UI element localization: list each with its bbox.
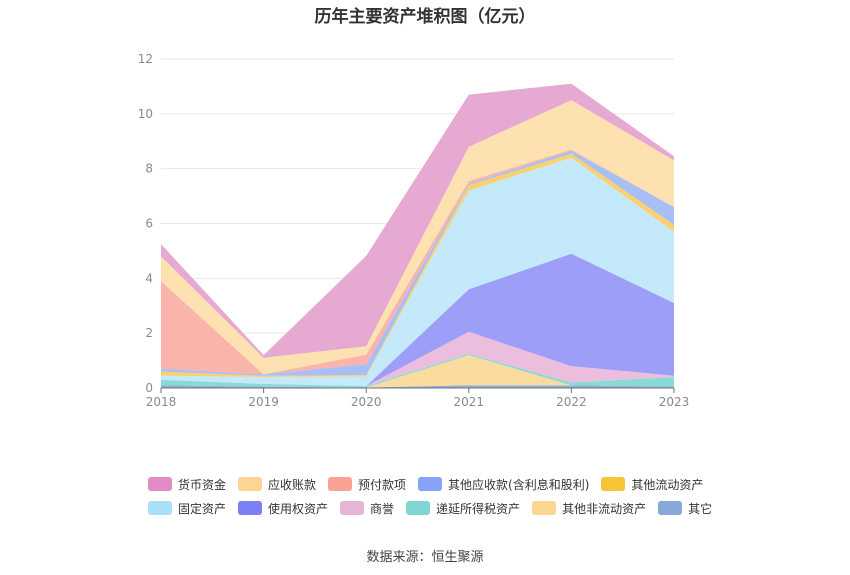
legend-item-other-receivables[interactable]: 其他应收款(含利息和股利) bbox=[418, 476, 589, 493]
legend-swatch bbox=[328, 477, 353, 491]
area-series[interactable] bbox=[161, 157, 674, 387]
legend-item-other-non-current-assets[interactable]: 其他非流动资产 bbox=[532, 500, 646, 517]
legend-label: 其它 bbox=[688, 501, 713, 516]
y-tick-label: 10 bbox=[138, 107, 153, 121]
legend-swatch bbox=[658, 501, 683, 515]
legend-item-others[interactable]: 其它 bbox=[658, 500, 712, 517]
area-series[interactable] bbox=[161, 149, 674, 375]
y-tick-label: 4 bbox=[145, 271, 153, 285]
y-tick-label: 0 bbox=[145, 381, 153, 395]
legend-label: 固定资产 bbox=[178, 501, 227, 516]
legend-item-monetary-funds[interactable]: 货币资金 bbox=[148, 476, 226, 493]
legend-label: 货币资金 bbox=[178, 477, 227, 492]
legend-swatch bbox=[238, 477, 263, 491]
legend-label: 使用权资产 bbox=[268, 501, 329, 516]
legend-label: 应收账款 bbox=[268, 477, 317, 492]
legend-swatch bbox=[406, 501, 431, 515]
plot-area: 0 2 4 6 8 10 12 2018 2019 2020 2021 2022 2023 bbox=[138, 52, 690, 409]
chart-title: 历年主要资产堆积图（亿元） bbox=[314, 7, 536, 27]
legend-item-right-of-use-assets[interactable]: 使用权资产 bbox=[238, 500, 328, 517]
y-tick-label: 12 bbox=[138, 52, 153, 66]
area-series[interactable] bbox=[161, 353, 674, 388]
x-tick-label: 2021 bbox=[454, 395, 485, 409]
legend-swatch bbox=[340, 501, 365, 515]
area-series[interactable] bbox=[161, 83, 674, 358]
legend-label: 商誉 bbox=[370, 501, 395, 516]
x-tick-label: 2023 bbox=[659, 395, 690, 409]
legend-row-2: 固定资产 使用权资产 商誉 递延所得税资产 其他非流动资产 其它 bbox=[148, 496, 748, 520]
area-series[interactable] bbox=[161, 385, 674, 388]
legend-label: 预付款项 bbox=[358, 477, 407, 492]
x-tick-label: 2018 bbox=[146, 395, 177, 409]
y-tick-label: 8 bbox=[145, 162, 153, 176]
legend-swatch bbox=[148, 501, 172, 515]
area-series[interactable] bbox=[161, 355, 674, 388]
legend-item-goodwill[interactable]: 商誉 bbox=[340, 500, 394, 517]
x-tick-label: 2022 bbox=[556, 395, 587, 409]
legend-item-prepayments[interactable]: 预付款项 bbox=[328, 476, 406, 493]
legend-label: 其他非流动资产 bbox=[562, 501, 647, 516]
legend-swatch bbox=[601, 477, 626, 491]
y-tick-label: 6 bbox=[145, 217, 153, 231]
area-series[interactable] bbox=[161, 253, 674, 387]
legend-swatch bbox=[532, 501, 557, 515]
legend-row-1: 货币资金 应收账款 预付款项 其他应收款(含利息和股利) 其他流动资产 bbox=[148, 472, 748, 496]
legend-item-fixed-assets[interactable]: 固定资产 bbox=[148, 500, 226, 517]
x-tick-label: 2020 bbox=[351, 395, 382, 409]
legend-item-accounts-receivable[interactable]: 应收账款 bbox=[238, 476, 316, 493]
legend-item-other-current-assets[interactable]: 其他流动资产 bbox=[601, 476, 703, 493]
legend-label: 其他流动资产 bbox=[631, 477, 704, 492]
area-series[interactable] bbox=[161, 331, 674, 387]
legend-swatch bbox=[418, 477, 443, 491]
legend-label: 其他应收款(含利息和股利) bbox=[448, 477, 590, 492]
x-tick-label: 2019 bbox=[248, 395, 279, 409]
legend-swatch bbox=[238, 501, 263, 515]
y-tick-label: 2 bbox=[145, 326, 153, 340]
legend-label: 递延所得税资产 bbox=[436, 501, 521, 516]
legend-item-deferred-tax-assets[interactable]: 递延所得税资产 bbox=[406, 500, 520, 517]
legend-swatch bbox=[148, 477, 172, 491]
data-source-note: 数据来源：恒生聚源 bbox=[366, 550, 484, 565]
legend: 货币资金 应收账款 预付款项 其他应收款(含利息和股利) 其他流动资产 bbox=[148, 472, 748, 520]
